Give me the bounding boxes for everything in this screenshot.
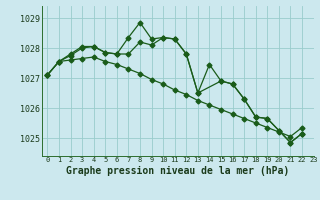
X-axis label: Graphe pression niveau de la mer (hPa): Graphe pression niveau de la mer (hPa) — [66, 166, 289, 176]
